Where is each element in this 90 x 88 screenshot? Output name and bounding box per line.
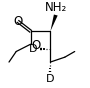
- Text: D: D: [46, 74, 55, 84]
- Text: O: O: [31, 39, 41, 51]
- Polygon shape: [50, 15, 58, 31]
- Text: NH₂: NH₂: [45, 1, 67, 14]
- Text: D: D: [29, 44, 38, 54]
- Text: O: O: [13, 15, 23, 28]
